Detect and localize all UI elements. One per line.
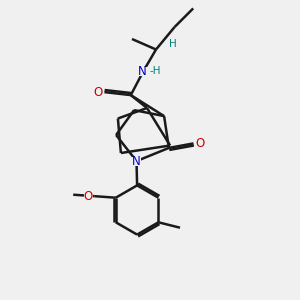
Bar: [94, 88, 103, 96]
Bar: [132, 158, 141, 166]
Bar: [151, 67, 159, 75]
Bar: [168, 40, 177, 47]
Text: N: N: [132, 155, 141, 168]
Text: O: O: [94, 85, 103, 99]
Text: -H: -H: [149, 66, 160, 76]
Bar: [136, 67, 148, 76]
Text: O: O: [84, 190, 93, 203]
Bar: [196, 139, 205, 148]
Text: O: O: [196, 137, 205, 150]
Bar: [84, 192, 93, 200]
Text: N: N: [137, 64, 146, 78]
Text: H: H: [169, 38, 176, 49]
